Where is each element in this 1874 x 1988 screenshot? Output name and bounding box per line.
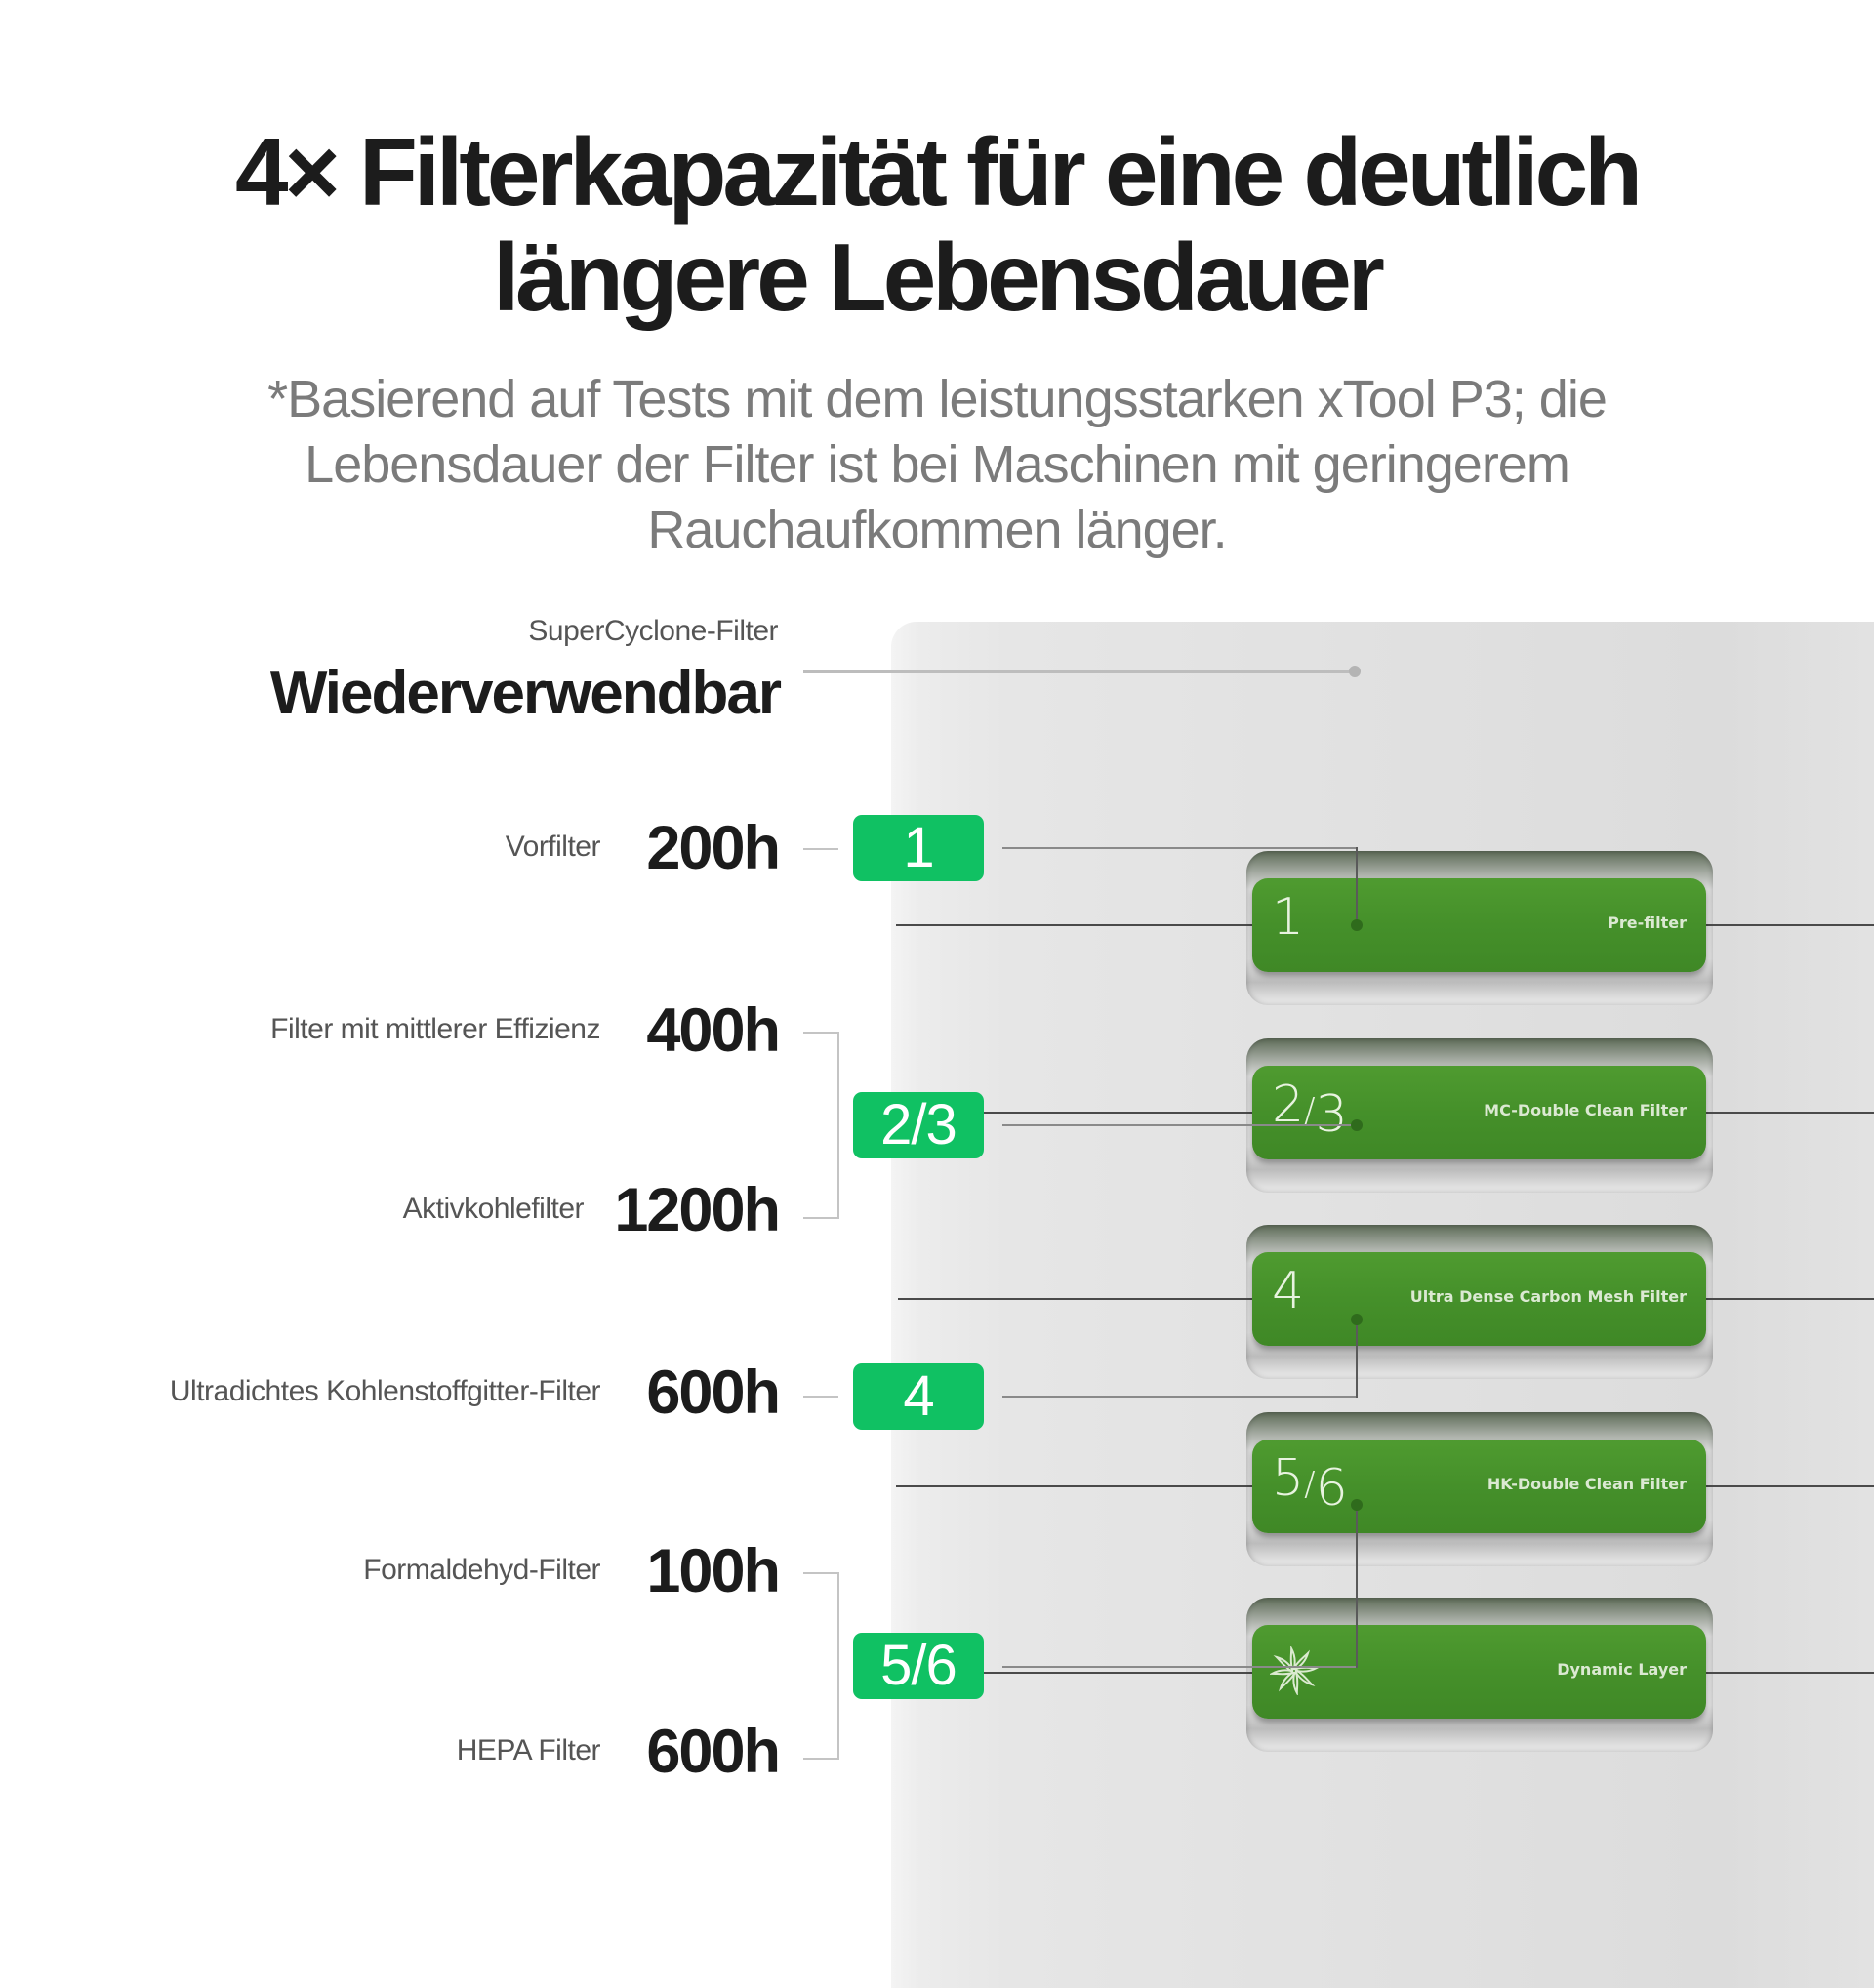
card-name: Dynamic Layer bbox=[1557, 1660, 1687, 1679]
footnote-line-2: Lebensdauer der Filter ist bei Maschinen… bbox=[305, 435, 1570, 494]
bracket-top-5-6 bbox=[803, 1572, 839, 1574]
section-line-right-1 bbox=[1706, 924, 1874, 926]
supercyclone-value: Wiederverwendbar bbox=[269, 660, 782, 727]
pin-line-5-v bbox=[1356, 1503, 1358, 1668]
section-line-left-1 bbox=[896, 924, 1252, 926]
row-label-hepa: HEPA Filter bbox=[456, 1734, 601, 1766]
supercyclone-pin bbox=[1349, 666, 1361, 677]
section-line-left-2 bbox=[984, 1112, 1252, 1114]
filter-card-dynamic-layer: Dynamic Layer bbox=[1252, 1625, 1706, 1719]
connector-line-1 bbox=[803, 848, 838, 850]
card-name: Pre-filter bbox=[1608, 913, 1687, 932]
section-line-right-5 bbox=[1706, 1672, 1874, 1674]
pin-line-1-h bbox=[1002, 847, 1358, 849]
bracket-bottom-5-6 bbox=[803, 1758, 839, 1760]
supercyclone-label: SuperCyclone-Filter bbox=[528, 615, 778, 647]
pin-4 bbox=[1351, 1314, 1363, 1325]
card-number-sep: / bbox=[1304, 1091, 1316, 1130]
row-hours-kohlenstoffgitter: 600h bbox=[646, 1359, 781, 1427]
card-number: 4 bbox=[1272, 1262, 1305, 1320]
section-line-right-4 bbox=[1706, 1485, 1874, 1487]
pin-line-4-h bbox=[1002, 1396, 1358, 1398]
row-hours-formaldehyd: 100h bbox=[646, 1537, 781, 1605]
fan-icon bbox=[1271, 1647, 1318, 1694]
filter-badge-4: 4 bbox=[853, 1363, 984, 1430]
pin-1 bbox=[1351, 919, 1363, 931]
row-label-mittlere-effizienz: Filter mit mittlerer Effizienz bbox=[270, 1013, 600, 1045]
bracket-vertical-5-6 bbox=[837, 1572, 839, 1760]
row-label-aktivkohle: Aktivkohlefilter bbox=[402, 1193, 585, 1225]
pin-5 bbox=[1351, 1499, 1363, 1511]
bracket-bottom-2-3 bbox=[803, 1217, 839, 1219]
card-name: Ultra Dense Carbon Mesh Filter bbox=[1409, 1287, 1687, 1306]
card-number-a: 5 bbox=[1272, 1449, 1305, 1508]
section-line-right-2 bbox=[1706, 1112, 1874, 1114]
pin-2 bbox=[1351, 1119, 1363, 1131]
card-number-b: 3 bbox=[1315, 1085, 1348, 1144]
filter-card-ultra-dense-carbon: 4 Ultra Dense Carbon Mesh Filter bbox=[1252, 1252, 1706, 1346]
footnote-line-1: *Basierend auf Tests mit dem leistungsst… bbox=[267, 370, 1608, 428]
row-label-kohlenstoffgitter: Ultradichtes Kohlenstoffgitter-Filter bbox=[169, 1375, 601, 1407]
filter-card-hk-double-clean: 5/6 HK-Double Clean Filter bbox=[1252, 1440, 1706, 1533]
connector-line-4 bbox=[803, 1396, 838, 1398]
footnote: *Basierend auf Tests mit dem leistungsst… bbox=[0, 367, 1874, 563]
card-number-b: 6 bbox=[1315, 1459, 1348, 1518]
pin-line-4-v bbox=[1356, 1318, 1358, 1398]
card-number-sep: / bbox=[1304, 1465, 1316, 1504]
section-line-left-5 bbox=[984, 1672, 1252, 1674]
headline: 4× Filterkapazität für eine deutlich län… bbox=[0, 119, 1874, 330]
filter-badge-1: 1 bbox=[853, 815, 984, 881]
row-hours-mittlere-effizienz: 400h bbox=[646, 996, 781, 1065]
supercyclone-leader-line bbox=[803, 670, 1354, 673]
filter-card-mc-double-clean: 2/3 MC-Double Clean Filter bbox=[1252, 1066, 1706, 1159]
card-name: HK-Double Clean Filter bbox=[1487, 1475, 1687, 1493]
card-name: MC-Double Clean Filter bbox=[1484, 1101, 1687, 1119]
row-label-vorfilter: Vorfilter bbox=[505, 831, 601, 863]
headline-line-2: längere Lebensdauer bbox=[493, 223, 1385, 331]
section-line-right-3 bbox=[1706, 1298, 1874, 1300]
section-line-left-4 bbox=[896, 1485, 1252, 1487]
row-label-formaldehyd: Formaldehyd-Filter bbox=[363, 1554, 600, 1586]
pin-line-2-h bbox=[1002, 1124, 1358, 1126]
row-hours-hepa: 600h bbox=[646, 1718, 781, 1786]
footnote-line-3: Rauchaufkommen länger. bbox=[647, 501, 1227, 559]
card-number: 5/6 bbox=[1272, 1449, 1348, 1518]
bracket-vertical-2-3 bbox=[837, 1032, 839, 1219]
filter-badge-2-3: 2/3 bbox=[853, 1092, 984, 1158]
headline-line-1: 4× Filterkapazität für eine deutlich bbox=[234, 118, 1643, 225]
card-number: 2/3 bbox=[1272, 1075, 1348, 1144]
filter-badge-5-6: 5/6 bbox=[853, 1633, 984, 1699]
row-hours-aktivkohle: 1200h bbox=[614, 1176, 781, 1244]
bracket-top-2-3 bbox=[803, 1032, 839, 1034]
section-line-left-3 bbox=[898, 1298, 1252, 1300]
pin-line-5-h bbox=[1002, 1666, 1358, 1668]
pin-line-1-v bbox=[1356, 847, 1358, 925]
filter-card-pre-filter: 1 Pre-filter bbox=[1252, 878, 1706, 972]
card-number: 1 bbox=[1272, 888, 1305, 947]
row-hours-vorfilter: 200h bbox=[646, 814, 781, 882]
